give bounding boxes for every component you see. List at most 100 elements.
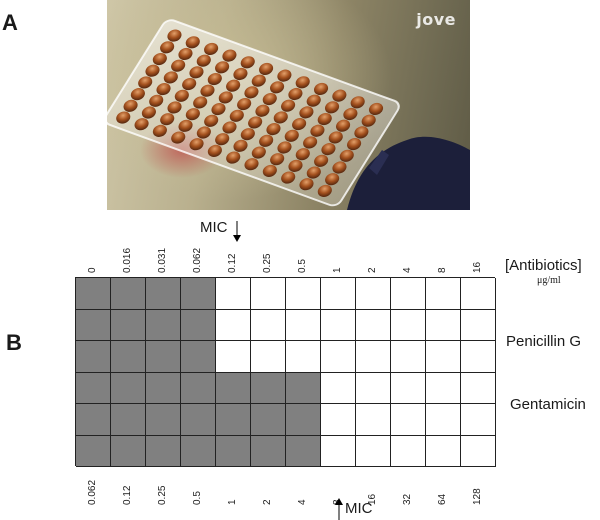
grid-cell bbox=[111, 309, 146, 341]
grid-cell bbox=[426, 435, 461, 467]
bottom-concentration-label: 32 bbox=[402, 493, 413, 505]
up-arrow-icon bbox=[335, 498, 343, 520]
plate-well bbox=[248, 116, 263, 129]
plate-well bbox=[240, 128, 255, 141]
plate-well bbox=[350, 96, 365, 109]
microplate-photo: jove bbox=[107, 0, 470, 210]
plate-well bbox=[215, 61, 230, 74]
grid-cell bbox=[321, 435, 356, 467]
plate-well bbox=[207, 144, 222, 157]
top-concentration-label: 4 bbox=[402, 267, 413, 273]
top-concentration-label: 8 bbox=[437, 267, 448, 273]
grid-cell bbox=[181, 278, 216, 310]
row-label-gentamicin: Gentamicin bbox=[510, 396, 586, 413]
grid-cell bbox=[286, 372, 321, 404]
plate-well bbox=[178, 47, 193, 61]
plate-well bbox=[226, 151, 241, 164]
bottom-concentration-label: 0.062 bbox=[87, 479, 98, 505]
plate-well bbox=[255, 104, 270, 117]
plate-well bbox=[277, 69, 292, 82]
grid-cell bbox=[321, 278, 356, 310]
grid-cell bbox=[321, 309, 356, 341]
plate-well bbox=[134, 118, 149, 131]
plate-well bbox=[222, 49, 237, 62]
plate-well bbox=[215, 133, 230, 146]
grid-cell bbox=[251, 309, 286, 341]
mic-label-top: MIC bbox=[200, 219, 228, 236]
grid-cell bbox=[391, 278, 426, 310]
grid-cell bbox=[181, 309, 216, 341]
plate-well bbox=[277, 141, 292, 154]
top-concentration-label: 2 bbox=[367, 267, 378, 273]
plate-well bbox=[299, 178, 314, 191]
bottom-concentration-label: 1 bbox=[227, 499, 238, 505]
plate-well bbox=[295, 76, 310, 89]
grid-cell bbox=[391, 309, 426, 341]
panel-label-a: A bbox=[2, 10, 18, 35]
plate-well bbox=[266, 123, 281, 136]
plate-well bbox=[174, 89, 189, 102]
plate-well bbox=[306, 94, 321, 107]
plate-well bbox=[222, 121, 237, 134]
plate-well bbox=[262, 164, 277, 177]
grid-cell bbox=[111, 372, 146, 404]
top-concentration-label: 0.25 bbox=[262, 253, 273, 273]
plate-well bbox=[284, 129, 299, 142]
top-concentration-label: 0.016 bbox=[122, 247, 133, 273]
plate-well bbox=[204, 114, 219, 127]
plate-well bbox=[317, 184, 332, 197]
grid-cell bbox=[181, 341, 216, 373]
plate-well bbox=[185, 36, 200, 49]
plate-well bbox=[244, 86, 259, 99]
bottom-concentration-label: 2 bbox=[262, 499, 273, 505]
grid-cell bbox=[356, 435, 391, 467]
plate-well bbox=[189, 138, 204, 151]
grid-cell bbox=[146, 372, 181, 404]
grid-cell bbox=[391, 372, 426, 404]
grid-cell bbox=[321, 341, 356, 373]
plate-well bbox=[259, 134, 274, 147]
bottom-concentration-label: 0.12 bbox=[122, 485, 133, 505]
plate-well bbox=[251, 74, 266, 87]
grid-cell bbox=[391, 435, 426, 467]
grid-cell bbox=[356, 404, 391, 436]
plate-well bbox=[171, 131, 186, 144]
plate-well bbox=[328, 131, 343, 144]
plate-well bbox=[321, 143, 336, 156]
mic-label-bottom: MIC bbox=[345, 500, 373, 517]
plate-well bbox=[204, 42, 219, 56]
plate-well bbox=[288, 159, 303, 172]
panel-label-b: B bbox=[6, 330, 22, 355]
plate-well bbox=[167, 101, 182, 114]
top-concentration-label: 0.031 bbox=[157, 247, 168, 273]
grid-cell bbox=[356, 372, 391, 404]
grid-cell bbox=[111, 435, 146, 467]
grid-cell bbox=[76, 278, 111, 310]
plate-well bbox=[207, 72, 222, 86]
grid-cell bbox=[181, 372, 216, 404]
plate-well bbox=[149, 94, 164, 107]
grid-cell bbox=[461, 309, 496, 341]
plate-well bbox=[295, 148, 310, 161]
plate-well bbox=[292, 118, 307, 131]
plate-well bbox=[163, 71, 178, 84]
plate-well bbox=[156, 83, 171, 96]
grid-cell bbox=[216, 372, 251, 404]
grid-cell bbox=[251, 404, 286, 436]
plate-well bbox=[281, 99, 296, 112]
plate-well bbox=[178, 119, 193, 132]
grid-cell bbox=[286, 404, 321, 436]
grid-cell bbox=[251, 278, 286, 310]
bottom-concentration-label: 4 bbox=[297, 499, 308, 505]
grid-cell bbox=[76, 372, 111, 404]
grid-cell bbox=[356, 341, 391, 373]
plate-well bbox=[325, 173, 340, 186]
plate-well bbox=[182, 78, 197, 91]
grid-cell bbox=[111, 341, 146, 373]
plate-well bbox=[317, 112, 332, 126]
top-concentration-label: 0.12 bbox=[227, 253, 238, 273]
plate-well bbox=[303, 136, 318, 149]
plate-well bbox=[196, 54, 211, 67]
plate-well bbox=[314, 154, 329, 167]
grid-cell bbox=[76, 435, 111, 467]
